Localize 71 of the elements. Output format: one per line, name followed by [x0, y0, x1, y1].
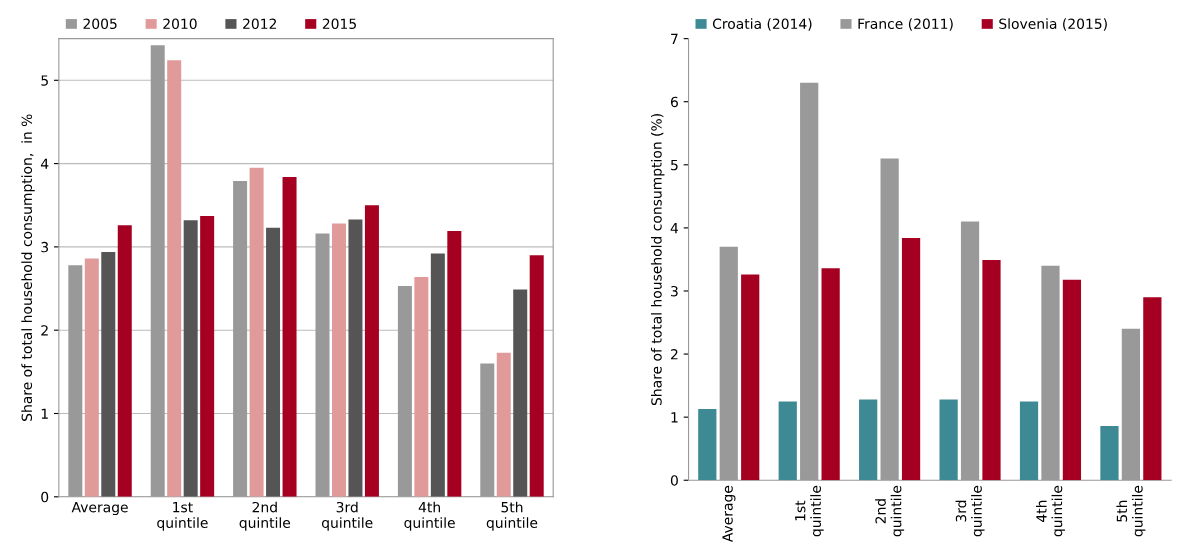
y-axis-title: Share of total household consumption (%): [650, 114, 665, 406]
y-tick-label: 0: [41, 491, 49, 503]
y-tick-label: 5: [671, 159, 678, 171]
bar: [529, 255, 544, 497]
bar: [282, 176, 297, 497]
legend-label: 2005: [83, 18, 117, 29]
y-tick-label: 1: [671, 412, 678, 423]
bar: [167, 60, 182, 497]
y-tick-label: 2: [671, 349, 678, 360]
bar: [101, 251, 116, 497]
y-tick-label: 7: [671, 33, 678, 44]
bar: [1143, 297, 1162, 481]
y-axis-title: Share of total household consumption, in %: [21, 114, 35, 421]
y-tick-label: 1: [41, 408, 48, 419]
bar: [200, 216, 215, 497]
bar: [414, 276, 429, 497]
x-tick-label: 5th quintile: [1116, 485, 1146, 537]
x-tick-label: 3rd quintile: [321, 501, 373, 531]
bar: [249, 167, 264, 497]
legend-label: Croatia (2014): [712, 18, 812, 31]
x-tick-label: Average: [71, 502, 128, 516]
legend-label: Slovenia (2015): [999, 18, 1107, 31]
y-tick-label: 3: [671, 285, 678, 297]
bar: [821, 268, 840, 481]
bar: [233, 181, 248, 497]
bar: [1100, 425, 1119, 481]
x-tick-label: 1st quintile: [157, 502, 208, 531]
bar: [496, 352, 511, 497]
bar: [778, 401, 797, 481]
y-tick-label: 2: [41, 325, 48, 336]
x-tick-label: 5th quintile: [486, 501, 538, 531]
bar: [1062, 279, 1082, 481]
legend-label: 2012: [243, 18, 276, 29]
bar: [939, 399, 958, 481]
bar: [331, 223, 346, 497]
bar: [348, 219, 363, 497]
bar: [84, 258, 99, 497]
bar: [447, 231, 462, 497]
bar: [397, 286, 412, 497]
bar: [1019, 401, 1039, 481]
x-tick-label: 2nd quintile: [875, 485, 905, 537]
x-tick-label: 3rd quintile: [955, 485, 985, 537]
bar: [183, 220, 198, 497]
bar: [68, 265, 83, 497]
y-tick-label: 4: [670, 223, 679, 234]
x-tick-label: 4th quintile: [1035, 485, 1065, 537]
y-tick-label: 5: [41, 75, 48, 86]
bar: [117, 225, 132, 497]
bar: [901, 237, 921, 481]
bar: [150, 45, 165, 497]
bar: [741, 274, 760, 481]
legend-label: 2015: [322, 18, 356, 29]
bar: [480, 363, 495, 497]
bar: [315, 233, 330, 497]
legend-label: France (2011): [858, 18, 953, 31]
bar: [364, 205, 379, 497]
legend-label: 2010: [163, 18, 197, 29]
x-tick-label: 2nd quintile: [239, 501, 291, 531]
x-tick-label: 4th quintile: [404, 501, 455, 531]
bar: [430, 253, 445, 497]
y-tick-label: 6: [670, 96, 678, 108]
bar: [698, 408, 717, 481]
y-tick-label: 0: [670, 475, 678, 486]
x-tick-label: 1st quintile: [795, 485, 824, 537]
bar: [859, 399, 878, 481]
y-tick-label: 4: [40, 158, 49, 169]
x-tick-label: Average: [722, 485, 736, 543]
y-tick-label: 3: [41, 241, 49, 253]
bar: [982, 260, 1001, 481]
bar: [266, 227, 281, 497]
bar: [513, 289, 528, 497]
